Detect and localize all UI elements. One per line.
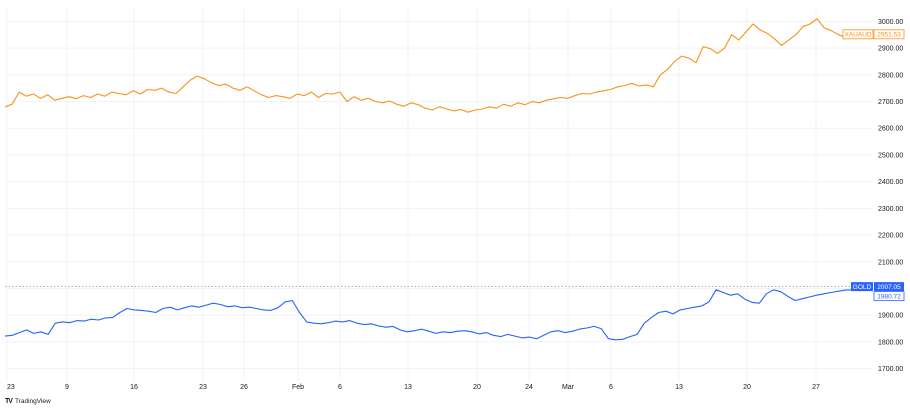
price-tags: XAUAUD 2951.53 GOLD 2007.05 1980.72 (842, 29, 905, 302)
series-name-tag-gold (851, 282, 873, 292)
y-tick-label: 1700.00 (878, 366, 903, 373)
price-value-gold: 2007.05 (877, 284, 901, 291)
series-name-gold: GOLD (853, 284, 872, 291)
x-tick-label: 23 (199, 384, 207, 391)
y-tick-label: 2500.00 (878, 152, 903, 159)
x-tick-label: Mar (562, 384, 575, 391)
series-line-gold[interactable] (4, 286, 868, 341)
time-axis[interactable]: 23 9 16 23 26 Feb 6 13 20 24 Mar 6 13 20 27 (7, 384, 820, 391)
price-axis[interactable]: 3000.00 2900.00 2800.00 2700.00 2600.00 2500.… (878, 19, 903, 373)
series-name-xauaud: XAUAUD (844, 32, 871, 39)
y-tick-label: 2900.00 (878, 46, 903, 53)
y-tick-label: 1900.00 (878, 313, 903, 320)
y-tick-label: 2700.00 (878, 99, 903, 106)
price-tag-gold (874, 282, 904, 292)
series-layer (4, 18, 872, 341)
price-value-gold-secondary: 1980.72 (877, 293, 901, 300)
x-tick-label: 9 (65, 384, 69, 391)
x-tick-label: 24 (525, 384, 533, 391)
x-tick-label: Feb (292, 384, 304, 391)
grid-lines (5, 8, 872, 382)
x-tick-label: 26 (240, 384, 248, 391)
x-tick-label: 20 (743, 384, 751, 391)
x-tick-label: 23 (7, 384, 15, 391)
x-tick-label: 13 (675, 384, 683, 391)
y-tick-label: 1800.00 (878, 339, 903, 346)
series-line-xauaud[interactable] (4, 18, 868, 113)
x-tick-label: 27 (812, 384, 820, 391)
x-tick-label: 13 (404, 384, 412, 391)
x-tick-label: 6 (338, 384, 342, 391)
y-tick-label: 2200.00 (878, 233, 903, 240)
y-tick-label: 2100.00 (878, 259, 903, 266)
series-name-tag-xauaud (842, 29, 874, 40)
y-tick-label: 3000.00 (878, 19, 903, 26)
x-tick-label: 6 (609, 384, 613, 391)
tradingview-logo-mark: TV (5, 398, 13, 405)
x-tick-label: 16 (130, 384, 138, 391)
y-tick-label: 2600.00 (878, 126, 903, 133)
price-tag-xauaud (873, 29, 905, 40)
price-tag-gold-secondary (873, 291, 905, 302)
y-tick-label: 2800.00 (878, 72, 903, 79)
y-tick-label: 2300.00 (878, 206, 903, 213)
x-tick-label: 20 (473, 384, 481, 391)
y-tick-label: 2400.00 (878, 179, 903, 186)
tradingview-logo-text: TradingView (14, 398, 51, 405)
tradingview-logo[interactable]: TV TradingView (5, 398, 51, 405)
price-value-xauaud: 2951.53 (877, 32, 901, 39)
